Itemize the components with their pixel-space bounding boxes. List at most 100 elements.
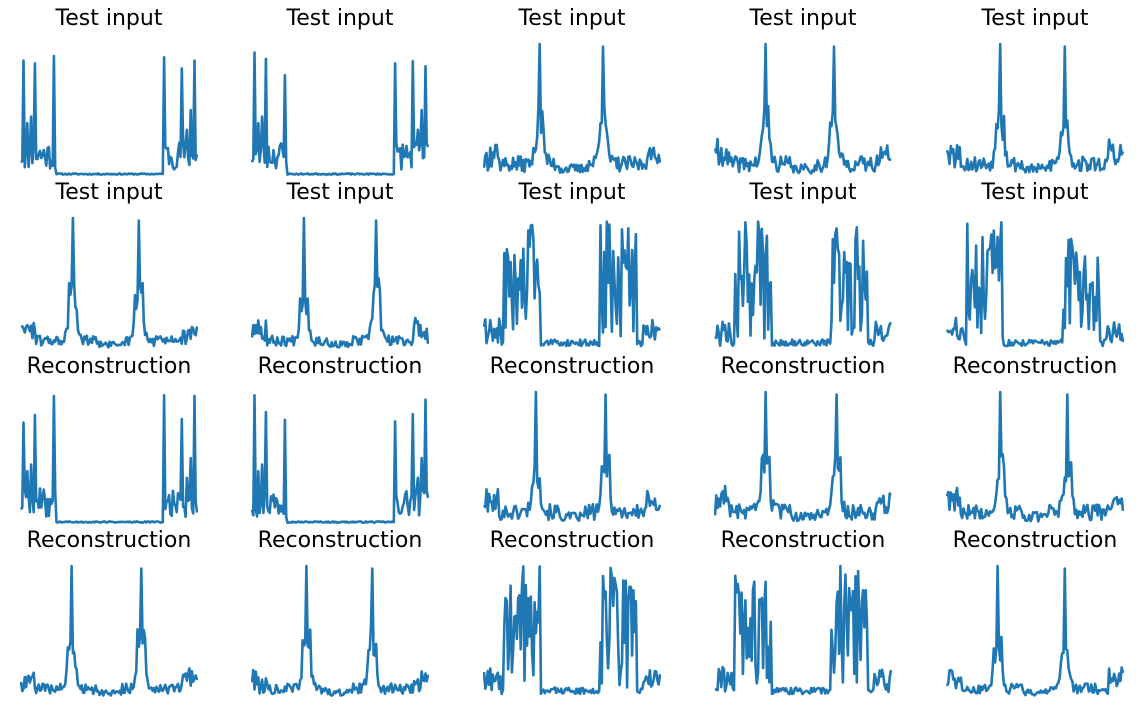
subplot-panel: Test input: [712, 2, 894, 177]
subplot-area: [483, 38, 661, 178]
subplot-area: [251, 38, 429, 178]
subplot-svg: [714, 42, 892, 175]
subplot-panel: Test input: [481, 2, 663, 177]
subplot-title: Test input: [518, 180, 626, 205]
series-line: [251, 564, 429, 697]
subplot-title: Test input: [981, 180, 1089, 205]
subplot-title: Reconstruction: [720, 528, 886, 553]
subplot-title: Reconstruction: [489, 528, 655, 553]
subplot-svg: [483, 220, 661, 348]
series-line: [714, 390, 892, 523]
subplot-area: [251, 212, 429, 352]
subplot-panel: Test input: [18, 2, 200, 177]
subplot-title: Test input: [55, 180, 163, 205]
subplot-panel: Reconstruction: [944, 350, 1126, 525]
subplot-title: Reconstruction: [720, 354, 886, 379]
subplot-panel: Test input: [249, 176, 431, 351]
subplot-area: [946, 212, 1124, 352]
subplot-area: [20, 38, 198, 178]
subplot-title: Reconstruction: [952, 528, 1118, 553]
subplot-title: Reconstruction: [257, 354, 423, 379]
subplot-panel: Reconstruction: [249, 524, 431, 699]
series-line: [714, 220, 892, 347]
subplot-area: [714, 560, 892, 700]
subplot-svg: [714, 564, 892, 696]
subplot-svg: [251, 394, 429, 524]
series-line: [251, 51, 429, 176]
subplot-area: [483, 386, 661, 526]
subplot-area: [714, 212, 892, 352]
subplot-area: [946, 560, 1124, 700]
subplot-area: [20, 560, 198, 700]
series-line: [714, 42, 892, 175]
subplot-title: Test input: [286, 6, 394, 31]
subplot-area: [483, 212, 661, 352]
subplot-area: [946, 386, 1124, 526]
subplot-svg: [483, 42, 661, 174]
subplot-svg: [483, 565, 661, 696]
subplot-panel: Reconstruction: [944, 524, 1126, 699]
subplot-panel: Reconstruction: [712, 524, 894, 699]
series-line: [946, 221, 1124, 348]
subplot-svg: [20, 394, 198, 524]
series-line: [483, 565, 661, 696]
subplot-svg: [946, 564, 1124, 697]
subplot-title: Test input: [749, 6, 857, 31]
subplot-panel: Test input: [944, 2, 1126, 177]
series-line: [251, 394, 429, 524]
subplot-title: Test input: [55, 6, 163, 31]
series-line: [946, 42, 1124, 174]
subplot-svg: [251, 564, 429, 697]
series-line: [483, 42, 661, 174]
series-line: [20, 394, 198, 524]
subplot-panel: Reconstruction: [481, 350, 663, 525]
series-line: [946, 564, 1124, 697]
subplot-svg: [20, 54, 198, 176]
subplot-area: [714, 386, 892, 526]
series-line: [251, 216, 429, 349]
subplot-panel: Test input: [481, 176, 663, 351]
subplot-title: Reconstruction: [26, 528, 192, 553]
subplot-svg: [714, 390, 892, 523]
subplot-title: Test input: [286, 180, 394, 205]
series-line: [20, 564, 198, 697]
subplot-area: [20, 212, 198, 352]
subplot-area: [714, 38, 892, 178]
subplot-panel: Test input: [18, 176, 200, 351]
subplot-panel: Reconstruction: [18, 350, 200, 525]
subplot-area: [946, 38, 1124, 178]
subplot-svg: [251, 216, 429, 349]
subplot-title: Test input: [981, 6, 1089, 31]
subplot-area: [483, 560, 661, 700]
series-line: [946, 390, 1124, 523]
subplot-svg: [946, 42, 1124, 174]
subplot-panel: Reconstruction: [249, 350, 431, 525]
series-line: [714, 564, 892, 696]
subplot-panel: Test input: [712, 176, 894, 351]
subplot-svg: [20, 564, 198, 697]
subplot-svg: [946, 221, 1124, 348]
subplot-title: Test input: [518, 6, 626, 31]
subplot-area: [251, 386, 429, 526]
subplot-area: [251, 560, 429, 700]
subplot-svg: [714, 220, 892, 347]
subplot-panel: Reconstruction: [712, 350, 894, 525]
subplot-title: Reconstruction: [952, 354, 1118, 379]
series-line: [483, 390, 661, 522]
subplot-panel: Test input: [944, 176, 1126, 351]
series-line: [20, 54, 198, 176]
subplot-panel: Test input: [249, 2, 431, 177]
subplot-title: Reconstruction: [257, 528, 423, 553]
subplot-area: [20, 386, 198, 526]
subplot-title: Reconstruction: [26, 354, 192, 379]
subplot-svg: [946, 390, 1124, 523]
subplot-panel: Reconstruction: [481, 524, 663, 699]
subplot-svg: [483, 390, 661, 522]
series-line: [483, 220, 661, 348]
subplot-panel: Reconstruction: [18, 524, 200, 699]
subplot-svg: [20, 216, 198, 349]
subplot-title: Test input: [749, 180, 857, 205]
series-line: [20, 216, 198, 349]
subplot-svg: [251, 51, 429, 176]
